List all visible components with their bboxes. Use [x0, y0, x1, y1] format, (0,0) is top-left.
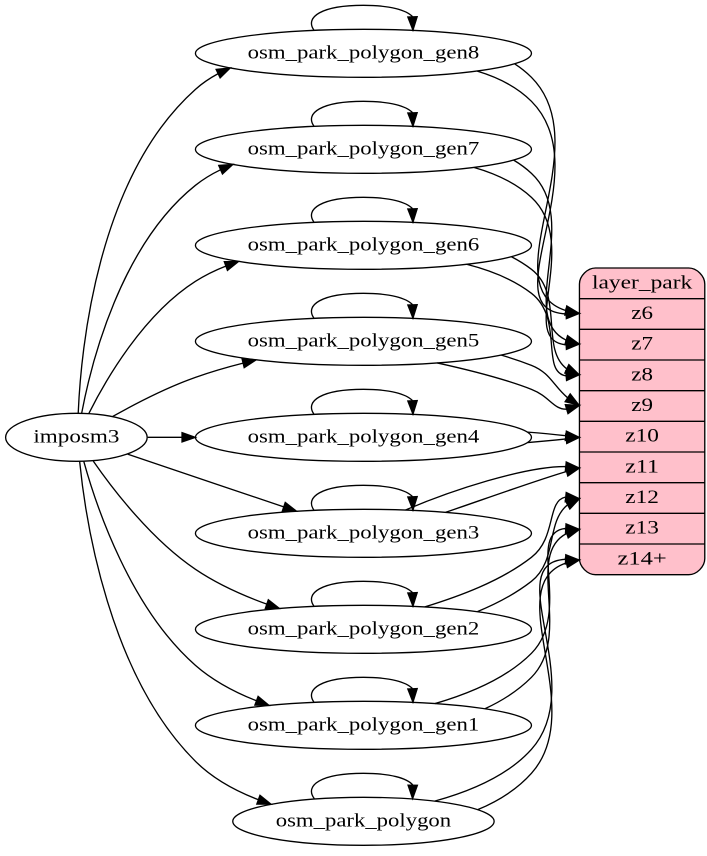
- svg-text:z9: z9: [631, 395, 653, 416]
- svg-text:z7: z7: [631, 334, 653, 355]
- svg-text:osm_park_polygon_gen2: osm_park_polygon_gen2: [248, 618, 480, 639]
- svg-text:osm_park_polygon_gen7: osm_park_polygon_gen7: [248, 138, 480, 159]
- svg-text:z6: z6: [631, 303, 653, 324]
- svg-text:osm_park_polygon_gen3: osm_park_polygon_gen3: [248, 522, 480, 543]
- svg-text:z12: z12: [625, 487, 659, 508]
- svg-text:osm_park_polygon_gen4: osm_park_polygon_gen4: [248, 426, 480, 447]
- svg-text:osm_park_polygon_gen6: osm_park_polygon_gen6: [248, 234, 480, 255]
- svg-text:layer_park: layer_park: [592, 272, 693, 293]
- svg-text:z11: z11: [625, 456, 659, 477]
- svg-text:z8: z8: [631, 364, 653, 385]
- svg-text:imposm3: imposm3: [33, 426, 119, 447]
- svg-text:z13: z13: [625, 518, 659, 539]
- svg-text:osm_park_polygon_gen5: osm_park_polygon_gen5: [248, 330, 480, 351]
- svg-text:osm_park_polygon_gen1: osm_park_polygon_gen1: [248, 714, 480, 735]
- svg-text:osm_park_polygon_gen8: osm_park_polygon_gen8: [248, 42, 480, 63]
- svg-text:z14+: z14+: [617, 548, 666, 569]
- svg-text:z10: z10: [625, 426, 659, 447]
- svg-text:osm_park_polygon: osm_park_polygon: [276, 810, 452, 831]
